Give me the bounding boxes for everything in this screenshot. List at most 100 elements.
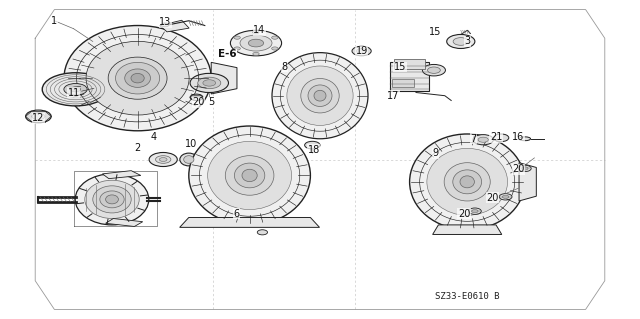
Circle shape xyxy=(271,36,278,39)
Text: 15: 15 xyxy=(429,27,442,37)
Ellipse shape xyxy=(76,174,149,225)
Ellipse shape xyxy=(519,137,531,141)
Ellipse shape xyxy=(314,90,326,101)
Circle shape xyxy=(422,64,445,76)
Ellipse shape xyxy=(131,73,144,83)
Circle shape xyxy=(253,52,259,56)
Bar xyxy=(390,62,429,91)
Text: 15: 15 xyxy=(394,62,406,72)
Text: 16: 16 xyxy=(512,132,525,142)
Circle shape xyxy=(234,36,241,39)
Circle shape xyxy=(198,77,221,89)
Circle shape xyxy=(473,135,493,145)
Ellipse shape xyxy=(64,26,211,131)
Circle shape xyxy=(149,152,177,167)
Ellipse shape xyxy=(460,176,474,188)
Ellipse shape xyxy=(453,170,481,194)
Ellipse shape xyxy=(301,78,339,113)
Ellipse shape xyxy=(180,153,198,166)
Text: 7: 7 xyxy=(470,134,477,144)
Circle shape xyxy=(478,137,488,142)
Bar xyxy=(392,79,415,87)
Circle shape xyxy=(271,47,278,50)
Circle shape xyxy=(70,87,81,92)
Ellipse shape xyxy=(125,69,150,87)
Text: 10: 10 xyxy=(184,139,197,149)
Ellipse shape xyxy=(225,156,274,195)
Circle shape xyxy=(159,158,167,161)
Circle shape xyxy=(468,208,481,214)
Ellipse shape xyxy=(108,57,167,99)
Polygon shape xyxy=(433,225,502,234)
Circle shape xyxy=(32,113,45,120)
Circle shape xyxy=(499,194,512,200)
Text: 14: 14 xyxy=(253,25,266,35)
Ellipse shape xyxy=(106,195,118,204)
Ellipse shape xyxy=(444,163,490,201)
Circle shape xyxy=(156,156,171,163)
Ellipse shape xyxy=(234,163,265,188)
Text: 20: 20 xyxy=(192,97,205,107)
Polygon shape xyxy=(519,163,536,201)
Polygon shape xyxy=(211,63,237,94)
Ellipse shape xyxy=(100,191,124,208)
Ellipse shape xyxy=(86,41,189,115)
Ellipse shape xyxy=(242,169,257,182)
Ellipse shape xyxy=(287,66,353,125)
Ellipse shape xyxy=(115,63,160,94)
Ellipse shape xyxy=(410,134,525,230)
Text: 11: 11 xyxy=(67,87,80,98)
Text: E-6: E-6 xyxy=(218,49,237,59)
Circle shape xyxy=(305,141,320,149)
Circle shape xyxy=(234,47,241,50)
Text: 20: 20 xyxy=(512,164,525,174)
Text: 9: 9 xyxy=(432,148,438,158)
Circle shape xyxy=(522,167,528,170)
Circle shape xyxy=(352,46,371,56)
Circle shape xyxy=(447,34,475,48)
Circle shape xyxy=(428,67,440,73)
Ellipse shape xyxy=(184,156,194,163)
Ellipse shape xyxy=(207,141,292,210)
Text: 1: 1 xyxy=(51,16,58,26)
Circle shape xyxy=(253,31,259,34)
Circle shape xyxy=(453,38,468,45)
Circle shape xyxy=(26,110,51,123)
Text: 21: 21 xyxy=(490,132,502,142)
Circle shape xyxy=(356,48,367,54)
Ellipse shape xyxy=(189,126,310,225)
Text: 12: 12 xyxy=(32,113,45,123)
Circle shape xyxy=(257,230,268,235)
Circle shape xyxy=(240,35,272,51)
Text: 20: 20 xyxy=(458,209,470,219)
Text: 8: 8 xyxy=(282,62,288,72)
Text: 18: 18 xyxy=(307,145,320,155)
Ellipse shape xyxy=(272,53,368,139)
Ellipse shape xyxy=(93,186,131,213)
Text: 19: 19 xyxy=(355,46,368,56)
Text: 5: 5 xyxy=(208,97,214,107)
Polygon shape xyxy=(160,20,189,32)
Ellipse shape xyxy=(427,148,508,215)
Ellipse shape xyxy=(308,85,332,107)
Circle shape xyxy=(230,30,282,56)
Circle shape xyxy=(190,94,203,100)
Text: 13: 13 xyxy=(159,17,172,27)
Circle shape xyxy=(190,73,228,93)
Circle shape xyxy=(42,73,109,106)
Text: SZ33-E0610 B: SZ33-E0610 B xyxy=(435,293,500,301)
Text: 20: 20 xyxy=(486,193,499,203)
Circle shape xyxy=(518,165,531,172)
Circle shape xyxy=(493,134,509,142)
Bar xyxy=(394,59,425,69)
Polygon shape xyxy=(102,171,141,179)
Circle shape xyxy=(161,23,169,27)
Ellipse shape xyxy=(84,180,140,219)
Text: 3: 3 xyxy=(464,36,470,47)
Polygon shape xyxy=(106,219,143,226)
Text: 6: 6 xyxy=(234,209,240,219)
Polygon shape xyxy=(180,218,319,227)
Circle shape xyxy=(248,39,264,47)
Circle shape xyxy=(64,84,87,95)
Circle shape xyxy=(502,195,509,198)
